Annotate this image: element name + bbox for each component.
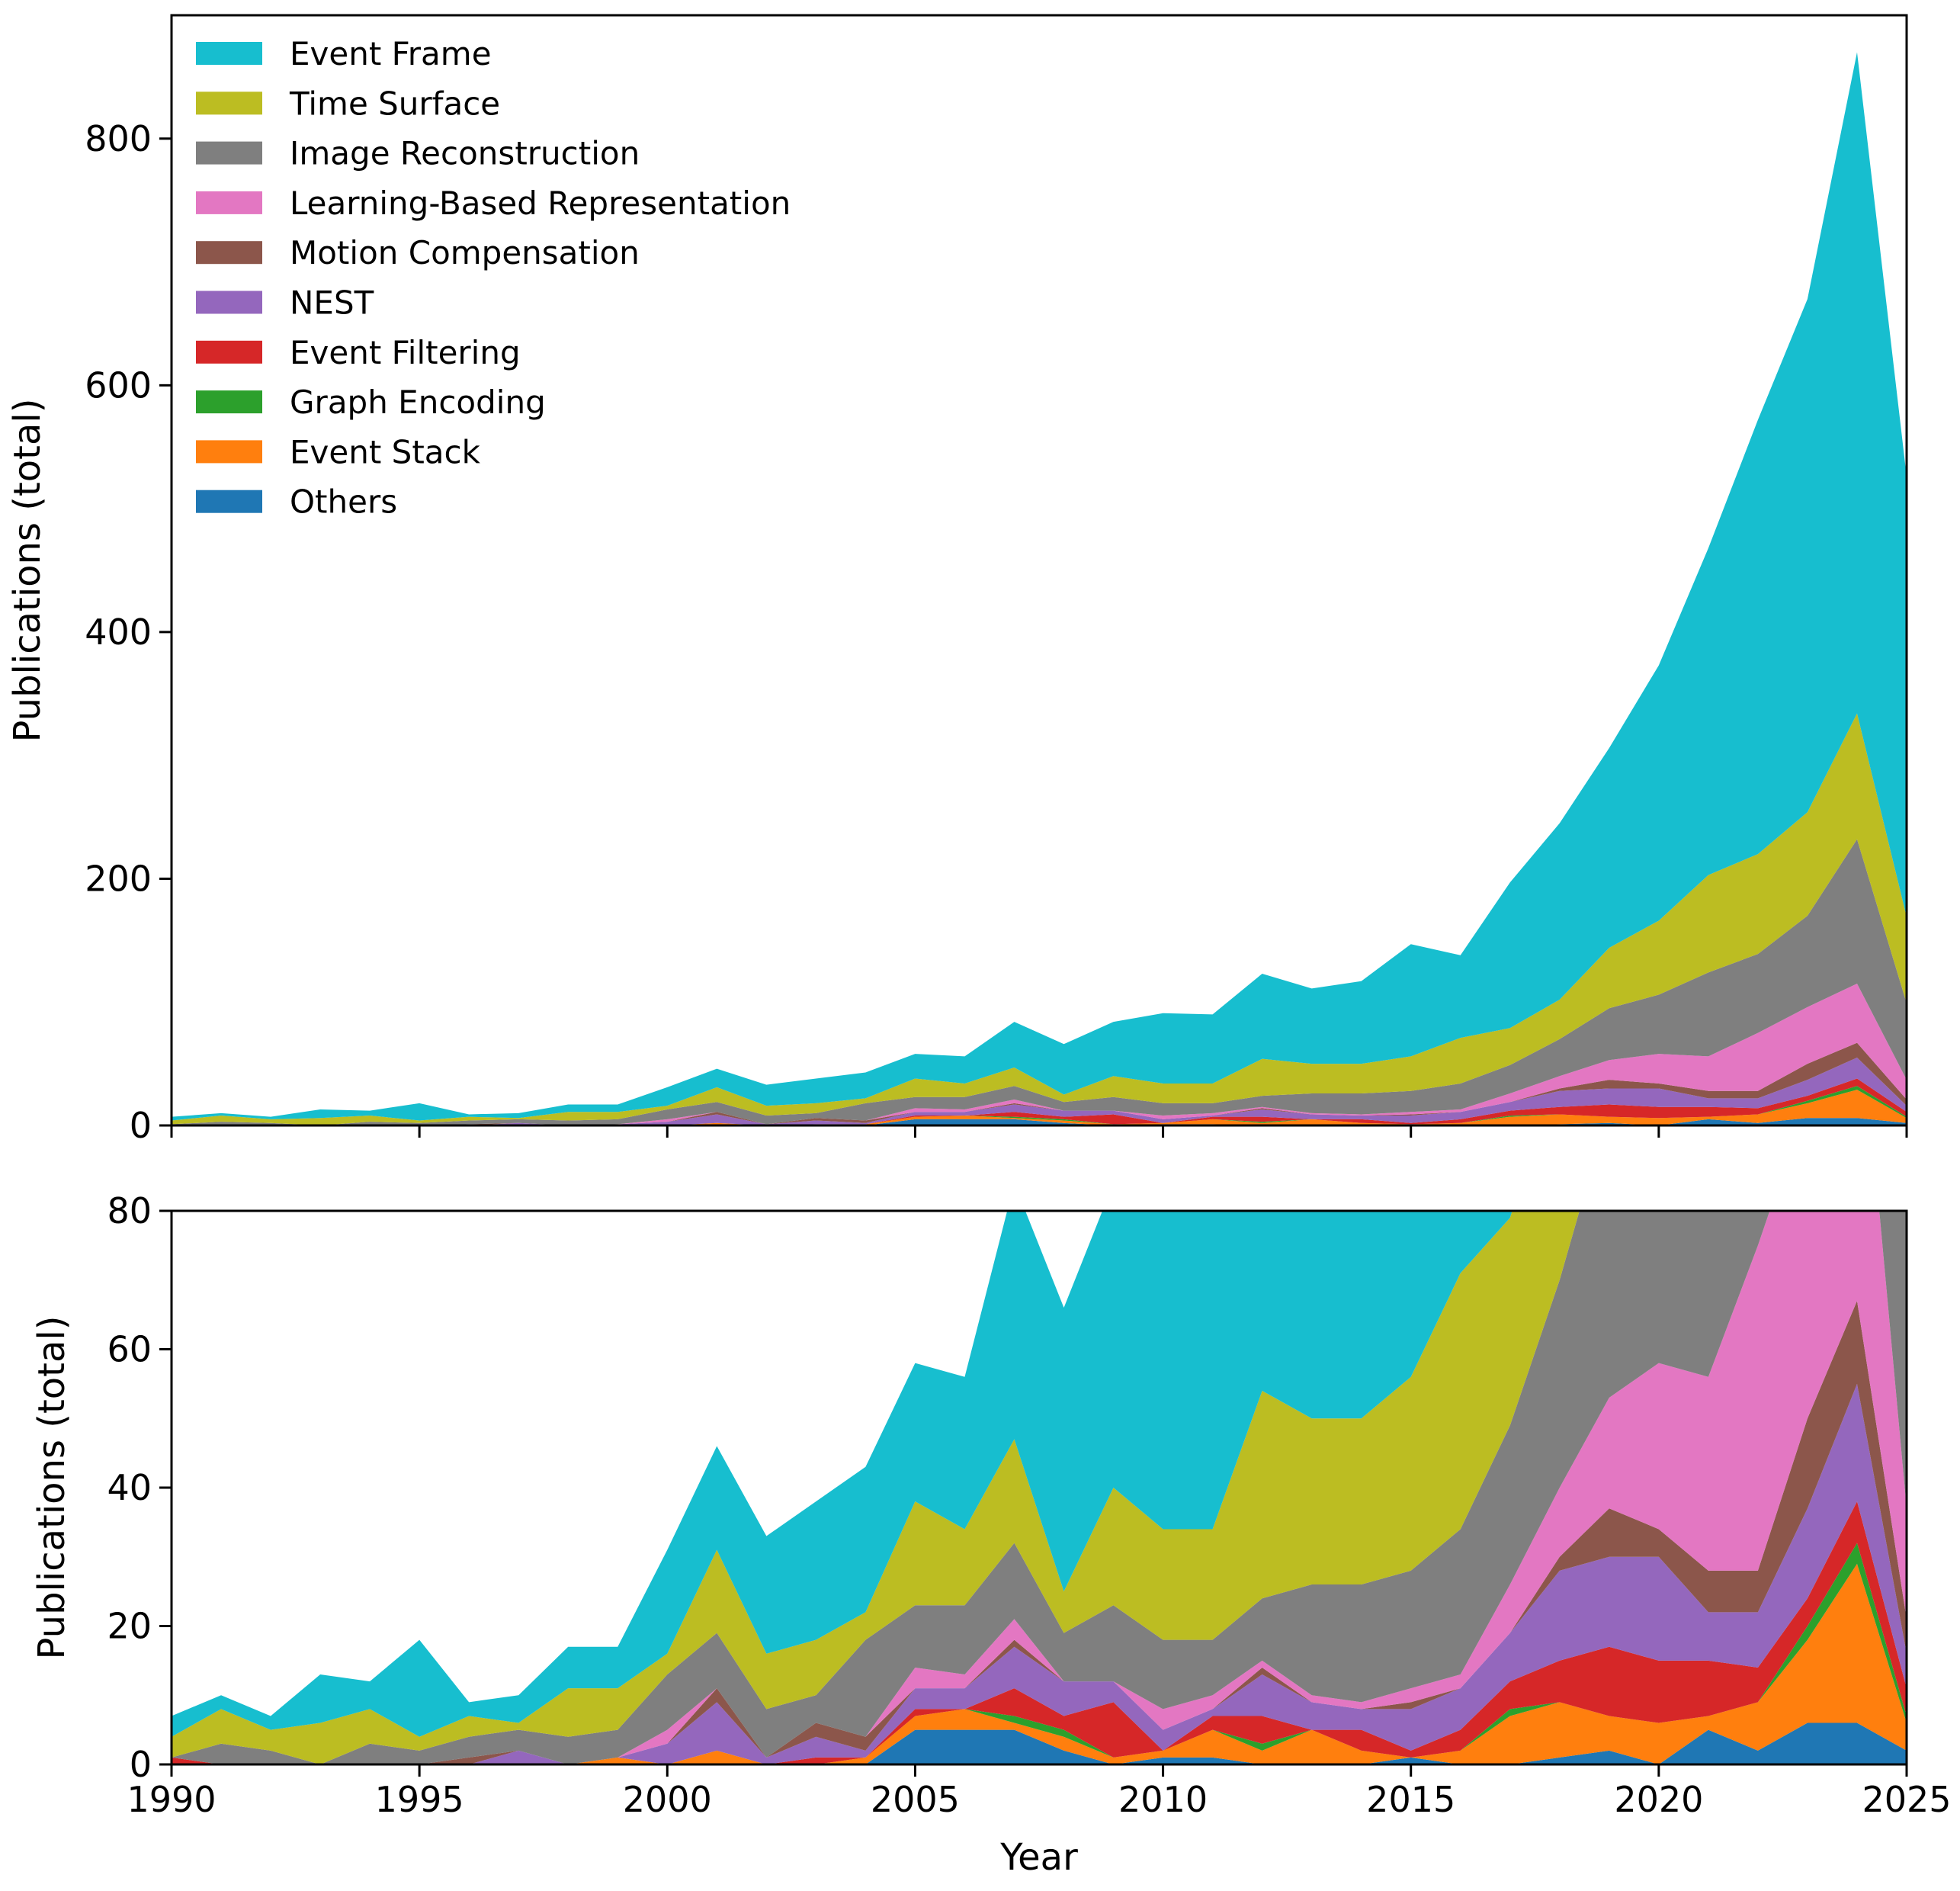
y-tick-label-top: 400 bbox=[85, 612, 152, 653]
x-tick-label: 1995 bbox=[375, 1779, 464, 1820]
zoomed-x-ticks: 1990 1995 2000 2005 2010 2015 2020 2025 bbox=[127, 1764, 1952, 1820]
full-range-panel: 0 200 400 600 800 Publications (total) Event… bbox=[6, 14, 1908, 1146]
area-image-reconstruction-bottom bbox=[172, 1211, 1907, 1764]
area-nest-top bbox=[172, 1058, 1907, 1125]
legend: Event Frame Time Surface Image Reconstruct… bbox=[196, 35, 791, 521]
legend-swatch-motion-compensation bbox=[196, 241, 262, 265]
legend-swatch-nest bbox=[196, 291, 262, 314]
area-nest-bottom bbox=[172, 1383, 1907, 1764]
legend-label-time-surface: Time Surface bbox=[289, 85, 500, 122]
full-range-x-ticks bbox=[170, 1125, 1908, 1138]
zoomed-panel: 0 20 40 60 80 1990 1995 2000 2005 2010 2015 2020 20… bbox=[30, 1190, 1952, 1879]
x-tick-label: 2025 bbox=[1862, 1779, 1951, 1820]
legend-label-nest: NEST bbox=[290, 284, 374, 322]
legend-swatch-image-reconstruction bbox=[196, 141, 262, 165]
x-tick-label: 1990 bbox=[127, 1779, 216, 1820]
zoomed-areas bbox=[172, 1211, 1907, 1764]
y-tick-label-bottom: 40 bbox=[107, 1467, 152, 1508]
y-tick-label-bottom: 80 bbox=[107, 1190, 152, 1231]
full-range-y-ticks: 0 200 400 600 800 bbox=[85, 118, 172, 1146]
y-tick-label-bottom: 60 bbox=[107, 1329, 152, 1370]
x-tick-label: 2010 bbox=[1118, 1779, 1208, 1820]
x-tick-label: 2015 bbox=[1366, 1779, 1455, 1820]
area-time-surface-bottom bbox=[172, 1211, 1580, 1764]
legend-swatch-event-filtering bbox=[196, 340, 262, 364]
legend-swatch-graph-encoding bbox=[196, 390, 262, 414]
legend-label-others: Others bbox=[290, 483, 397, 521]
legend-label-event-frame: Event Frame bbox=[290, 35, 492, 72]
legend-label-motion-compensation: Motion Compensation bbox=[290, 234, 640, 271]
area-others-bottom bbox=[172, 1722, 1907, 1764]
legend-label-image-reconstruction: Image Reconstruction bbox=[290, 135, 640, 172]
full-range-areas bbox=[172, 52, 1907, 1125]
y-tick-label-bottom: 0 bbox=[130, 1744, 152, 1785]
legend-swatch-event-frame bbox=[196, 42, 262, 65]
y-tick-label-top: 0 bbox=[130, 1105, 152, 1146]
legend-label-learning-based-representation: Learning-Based Representation bbox=[290, 185, 791, 222]
area-event-filtering-top bbox=[172, 1078, 1907, 1125]
y-tick-label-bottom: 20 bbox=[107, 1606, 152, 1647]
x-axis-label: Year bbox=[999, 1836, 1078, 1879]
legend-swatch-time-surface bbox=[196, 92, 262, 115]
legend-label-event-filtering: Event Filtering bbox=[290, 334, 521, 371]
legend-swatch-learning-based-representation bbox=[196, 191, 262, 214]
area-event-filtering-bottom bbox=[172, 1501, 1907, 1764]
y-tick-label-top: 200 bbox=[85, 858, 152, 899]
zoomed-y-axis-label: Publications (total) bbox=[30, 1316, 73, 1660]
legend-label-event-stack: Event Stack bbox=[290, 433, 481, 470]
zoomed-y-ticks: 0 20 40 60 80 bbox=[107, 1190, 172, 1785]
y-tick-label-top: 600 bbox=[85, 364, 152, 406]
legend-swatch-others bbox=[196, 490, 262, 513]
area-event-frame-bottom bbox=[172, 1211, 1513, 1737]
full-range-plot-frame bbox=[170, 14, 1908, 1127]
area-others-top bbox=[172, 1118, 1907, 1125]
x-tick-label: 2000 bbox=[623, 1779, 712, 1820]
x-tick-label: 2005 bbox=[871, 1779, 960, 1820]
legend-label-graph-encoding: Graph Encoding bbox=[290, 384, 546, 421]
legend-swatch-event-stack bbox=[196, 440, 262, 464]
full-range-y-axis-label: Publications (total) bbox=[6, 399, 49, 743]
y-tick-label-top: 800 bbox=[85, 118, 152, 159]
x-tick-label: 2020 bbox=[1614, 1779, 1703, 1820]
